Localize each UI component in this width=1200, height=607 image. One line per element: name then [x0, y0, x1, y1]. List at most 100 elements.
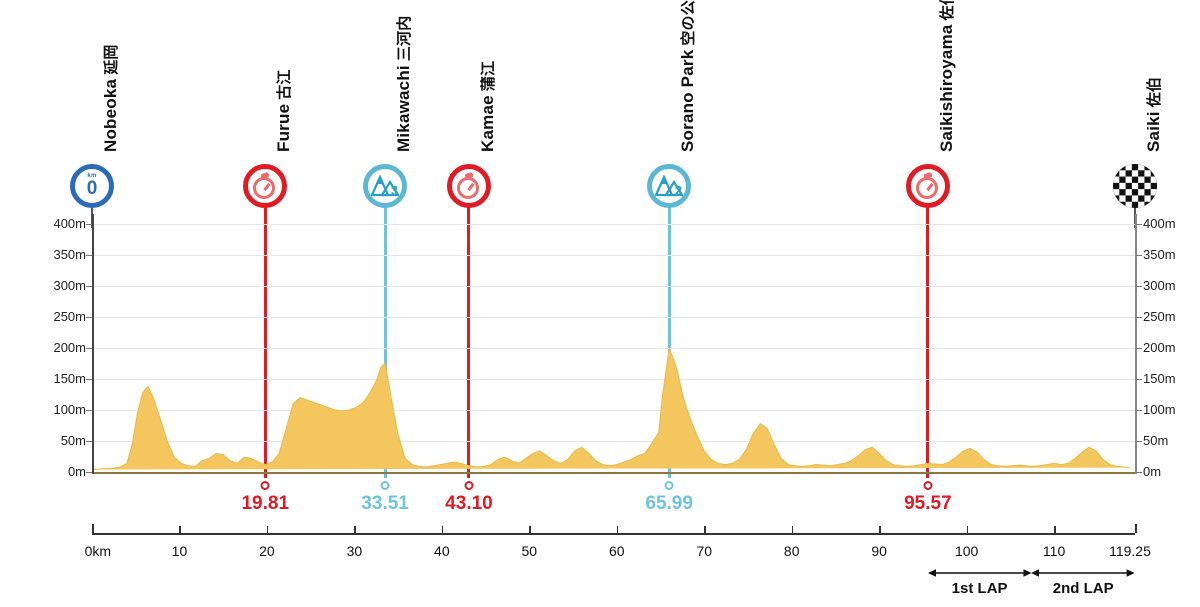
y-tick-label-left: 300m [53, 278, 86, 293]
y-tick-left [86, 441, 92, 442]
distance-ring-furue [260, 481, 270, 490]
distance-label-sorano-park: 65.99 [645, 493, 693, 514]
km-tick [1135, 524, 1137, 533]
y-tick-left [86, 255, 92, 256]
gridline [92, 348, 1135, 349]
lap-arrow-lap1 [927, 566, 1032, 578]
poi-badge-saiki[interactable] [1113, 164, 1157, 208]
poi-name-jp: 空の公園 [680, 0, 698, 46]
poi-label-kamae: Kamae 蒲江 [478, 61, 630, 152]
y-tick-label-right: 350m [1143, 247, 1176, 262]
distance-label-saikishiroyama: 95.57 [904, 493, 952, 514]
poi-name-en: Furue [274, 103, 294, 152]
y-tick-label-right: 300m [1143, 278, 1176, 293]
km-tick [1054, 526, 1056, 533]
km-ruler [92, 524, 1137, 535]
stopwatch-icon [915, 171, 941, 199]
poi-name-jp: 蒲江 [479, 60, 497, 92]
y-tick-right [1136, 348, 1142, 349]
y-tick-right [1136, 441, 1142, 442]
km-tick [179, 526, 181, 533]
lap-arrow-lap2 [1031, 566, 1135, 578]
poi-badge-furue[interactable] [243, 164, 288, 208]
poi-label-sorano-park: Sorano Park 空の公園 [678, 0, 830, 152]
km-tick-label: 30 [346, 543, 363, 559]
km-tick [616, 526, 619, 533]
poi-badge-kamae[interactable] [446, 164, 491, 208]
poi-name-en: Sorano Park [678, 49, 698, 152]
y-tick-right [1136, 255, 1142, 256]
gridline [92, 441, 1135, 442]
y-tick-right [1136, 472, 1142, 473]
y-tick-left [86, 472, 92, 473]
y-tick-left [86, 224, 92, 225]
y-tick-label-right: 250m [1143, 309, 1176, 324]
distance-label-kamae: 43.10 [445, 493, 493, 514]
poi-badge-saikishiroyama[interactable] [905, 164, 950, 208]
distance-ring-sorano-park [664, 481, 674, 490]
poi-badge-sorano-park[interactable]: 2 [647, 164, 692, 208]
km-tick [266, 526, 269, 533]
y-tick-right [1136, 410, 1142, 411]
gridline [92, 472, 1135, 474]
km-tick-label: 20 [259, 543, 275, 559]
km-tick-label: 0km [84, 543, 112, 559]
km-tick [441, 526, 444, 533]
km-tick-label: 90 [871, 543, 887, 559]
poi-name-en: Kamae [477, 95, 497, 152]
y-axis-line-right [1135, 214, 1137, 474]
y-tick-label-left: 250m [53, 309, 86, 324]
km-tick-label: 100 [954, 543, 979, 559]
gridline [92, 255, 1135, 256]
km-tick [791, 526, 794, 533]
gridline [92, 286, 1135, 287]
y-tick-label-right: 0m [1143, 464, 1162, 479]
km-tick-label: 119.25 [1109, 543, 1151, 559]
y-axis-line-left [92, 214, 94, 474]
kom-category: 3 [390, 183, 399, 198]
km-tick-label: 50 [521, 543, 538, 559]
km-tick [879, 526, 881, 533]
poi-name-jp: 延岡 [103, 44, 120, 75]
y-tick-right [1136, 379, 1142, 380]
gridline [92, 379, 1135, 380]
km-tick-label: 80 [783, 543, 800, 559]
km-tick-label: 70 [696, 543, 713, 559]
poi-name-jp: 古江 [276, 69, 294, 100]
poi-stem-mikawachi [383, 204, 387, 478]
y-tick-label-right: 200m [1143, 340, 1176, 355]
km-tick [704, 526, 706, 533]
poi-stem-furue [263, 204, 267, 478]
y-tick-left [86, 410, 92, 411]
poi-name-en: Saiki [1144, 111, 1163, 152]
lap-label-lap1: 1st LAP [951, 580, 1008, 597]
distance-label-furue: 19.81 [241, 493, 290, 514]
start-flag-icon: km 0 [86, 173, 98, 199]
y-tick-left [86, 286, 92, 287]
y-tick-label-right: 100m [1143, 402, 1176, 417]
kom-category: 2 [674, 183, 683, 198]
mountain-icon: 2 [654, 174, 685, 198]
y-tick-label-left: 400m [53, 216, 86, 231]
km-tick-label: 110 [1042, 543, 1066, 559]
y-tick-label-right: 150m [1143, 371, 1176, 386]
poi-label-saiki: Saiki 佐伯 [1144, 77, 1200, 152]
distance-ring-mikawachi [380, 481, 390, 490]
km-tick [92, 524, 94, 533]
poi-name-jp: 佐伯城山 [939, 0, 957, 20]
poi-stem-saiki [1134, 204, 1136, 228]
km-tick-label: 40 [434, 543, 450, 559]
y-tick-label-right: 50m [1143, 433, 1169, 448]
y-tick-left [86, 379, 92, 380]
poi-badge-nobeoka[interactable]: km 0 [70, 164, 114, 208]
gridline [92, 224, 1135, 225]
y-tick-label-left: 100m [53, 402, 86, 417]
poi-badge-mikawachi[interactable]: 3 [363, 164, 408, 208]
km-tick [354, 526, 356, 533]
distance-ring-kamae [464, 481, 474, 490]
poi-name-jp: 三河内 [396, 15, 414, 62]
poi-label-saikishiroyama: Saikishiroyama 佐伯城山 [937, 0, 1089, 152]
km-tick-label: 10 [171, 543, 188, 559]
elevation-area-path [92, 347, 1130, 471]
y-tick-label-left: 50m [60, 433, 86, 448]
